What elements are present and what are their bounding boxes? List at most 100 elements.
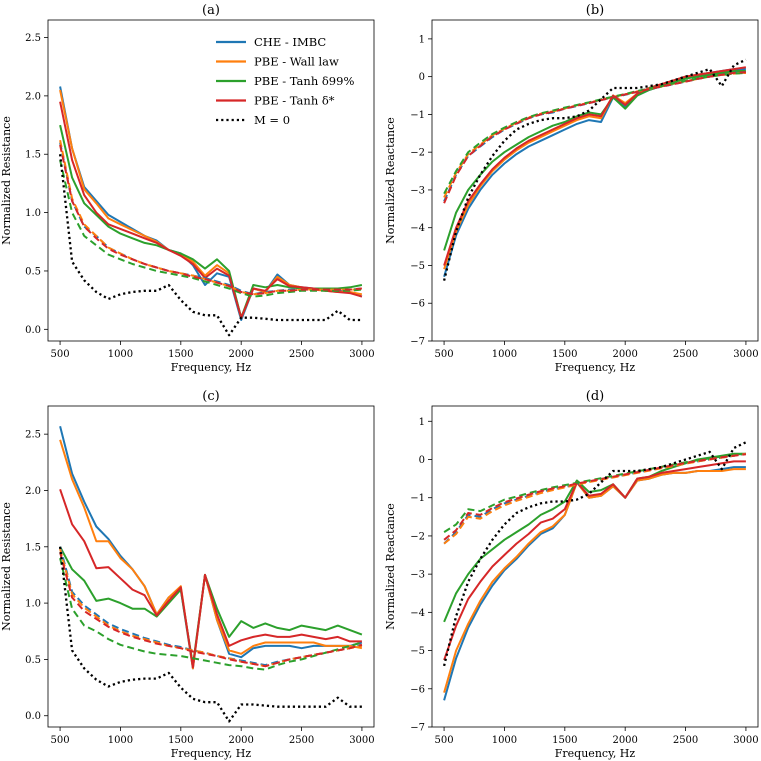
- x-tick-label: 3000: [733, 349, 758, 360]
- y-tick-label: −6: [410, 684, 425, 695]
- y-tick-label: −2: [410, 148, 425, 159]
- legend: CHE - IMBC PBE - Wall law PBE - Tanh δ99% P…: [216, 35, 354, 127]
- y-tick-label: −4: [410, 223, 425, 234]
- x-tick-label: 1500: [552, 735, 577, 746]
- y-tick-label: 2.5: [25, 33, 41, 44]
- x-tick-label: 2000: [228, 349, 253, 360]
- x-tick-label: 1000: [492, 349, 517, 360]
- x-tick-label: 500: [435, 349, 454, 360]
- panel-a: (a) 500 1000 1500 2000 2500 3000 0.0 0.5 1.0 1.5 2.…: [0, 3, 375, 374]
- panel-title: (d): [586, 389, 604, 404]
- legend-label: PBE - Tanh δ*: [254, 94, 335, 108]
- series-line: [59, 139, 362, 296]
- panel-b: (b) 500 1000 1500 2000 2500 3000 −7 −6 −5 −4 −3 −2 −1…: [384, 3, 759, 374]
- series-line: [443, 468, 746, 693]
- series-line: [59, 552, 363, 668]
- x-tick-label: 2500: [673, 735, 698, 746]
- y-tick-label: 2.0: [25, 91, 41, 102]
- series-line: [59, 426, 363, 670]
- plot-frame: [47, 19, 375, 342]
- y-tick-label: 1.0: [25, 208, 41, 219]
- x-tick-label: 3000: [733, 735, 758, 746]
- series-line: [59, 159, 362, 298]
- y-axis-label: Normalized Reactance: [384, 117, 397, 244]
- series-line: [59, 86, 363, 321]
- series-line: [443, 71, 746, 204]
- y-tick-label: −3: [410, 185, 425, 196]
- y-tick-label: −4: [410, 608, 425, 619]
- y-tick-label: −6: [410, 299, 425, 310]
- series-line: [443, 71, 746, 195]
- legend-label: M = 0: [254, 113, 290, 127]
- panel-d: (d) 500 1000 1500 2000 2500 3000 −7 −6 −5 −4 −3 −2 −1…: [384, 389, 759, 760]
- y-tick-label: 0: [419, 455, 425, 466]
- series-line: [59, 546, 363, 667]
- legend-label: PBE - Tanh δ99%: [254, 74, 354, 88]
- x-tick-label: 3000: [349, 735, 374, 746]
- x-tick-label: 2500: [289, 735, 314, 746]
- series-line: [58, 154, 362, 337]
- x-axis-label: Frequency, Hz: [555, 747, 636, 760]
- x-tick-label: 500: [435, 735, 454, 746]
- panel-title: (b): [586, 3, 604, 18]
- series-line: [443, 466, 746, 701]
- panel-c: (c) 500 1000 1500 2000 2500 3000 0.0 0.5 1.0 1.5 2.…: [0, 389, 375, 760]
- x-tick-label: 500: [51, 349, 70, 360]
- x-tick-label: 3000: [349, 349, 374, 360]
- x-tick-label: 1500: [168, 735, 193, 746]
- legend-label: CHE - IMBC: [254, 35, 326, 49]
- x-tick-label: 1000: [108, 349, 133, 360]
- series-line: [443, 460, 746, 661]
- x-axis-label: Frequency, Hz: [171, 747, 252, 760]
- y-tick-label: 1.0: [25, 599, 41, 610]
- y-tick-label: −7: [410, 723, 425, 734]
- x-tick-label: 2500: [673, 349, 698, 360]
- plot-frame: [431, 19, 759, 342]
- y-tick-label: 0.0: [25, 325, 41, 336]
- panel-title: (a): [202, 3, 220, 18]
- y-tick-label: 0.5: [25, 266, 41, 277]
- series-line: [59, 557, 363, 671]
- y-tick-label: 1.5: [25, 542, 41, 553]
- y-tick-label: 1: [419, 417, 425, 428]
- y-tick-label: −3: [410, 570, 425, 581]
- series-line: [59, 101, 363, 319]
- x-tick-label: 2000: [612, 735, 637, 746]
- y-tick-label: 0.0: [25, 711, 41, 722]
- y-tick-label: 0.5: [25, 655, 41, 666]
- series-line: [442, 441, 747, 667]
- x-tick-label: 1500: [552, 349, 577, 360]
- series-line: [58, 546, 362, 723]
- y-tick-label: −1: [410, 110, 425, 121]
- plot-frame: [47, 405, 375, 728]
- x-tick-label: 1500: [168, 349, 193, 360]
- series-line: [59, 439, 363, 670]
- y-tick-label: 1.5: [25, 150, 41, 161]
- x-tick-label: 2000: [612, 349, 637, 360]
- y-tick-label: 1: [419, 34, 425, 45]
- y-tick-label: −5: [410, 261, 425, 272]
- plot-frame: [431, 405, 759, 728]
- series-line: [59, 144, 362, 296]
- series-line: [443, 66, 747, 266]
- x-tick-label: 500: [51, 735, 70, 746]
- x-tick-label: 1000: [492, 735, 517, 746]
- series-line: [443, 452, 747, 533]
- x-tick-label: 1000: [108, 735, 133, 746]
- y-axis-label: Normalized Reactance: [384, 503, 397, 630]
- x-axis-label: Frequency, Hz: [555, 361, 636, 374]
- series-line: [59, 89, 363, 319]
- legend-label: PBE - Wall law: [254, 55, 339, 69]
- y-axis-label: Normalized Resistance: [0, 502, 13, 631]
- x-axis-label: Frequency, Hz: [171, 361, 252, 374]
- y-tick-label: 2.0: [25, 486, 41, 497]
- y-tick-label: −5: [410, 646, 425, 657]
- series-line: [443, 453, 747, 541]
- y-tick-label: 0: [419, 72, 425, 83]
- x-tick-label: 2000: [228, 735, 253, 746]
- panel-title: (c): [202, 389, 219, 404]
- series-line: [59, 546, 363, 667]
- y-tick-label: −2: [410, 531, 425, 542]
- y-tick-label: −1: [410, 493, 425, 504]
